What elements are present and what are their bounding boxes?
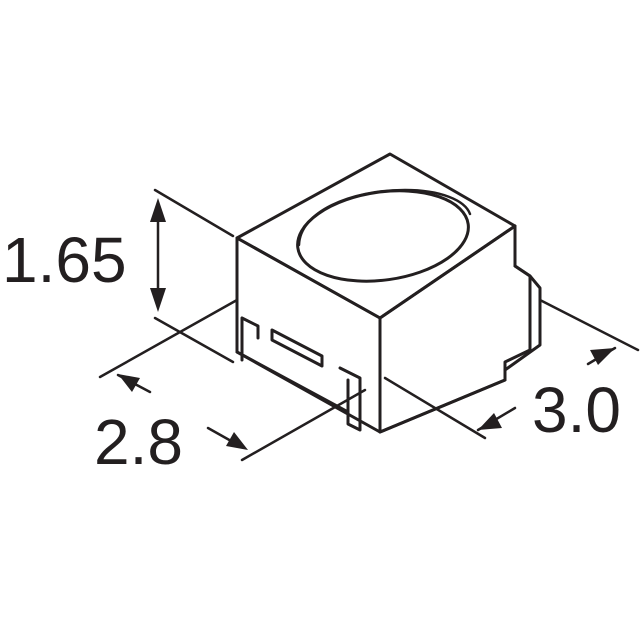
height-ext-bottom	[153, 316, 235, 364]
height-label: 1.65	[2, 224, 127, 296]
depth-dimension: 3.0	[383, 298, 640, 446]
depth-ext-far	[538, 298, 640, 352]
depth-ext-near	[383, 376, 487, 440]
height-ext-top	[153, 188, 235, 238]
depth-arrow-far	[590, 348, 615, 365]
terminal-middle	[270, 328, 324, 368]
end-cap	[503, 264, 542, 372]
width-dimension: 2.8	[94, 298, 367, 478]
package-body	[235, 152, 542, 434]
top-face	[235, 152, 517, 320]
width-label: 2.8	[94, 406, 183, 478]
width-ext-left	[98, 298, 239, 379]
terminal-right	[338, 366, 362, 432]
lens-rim	[297, 188, 472, 247]
height-arrow-up	[150, 198, 166, 222]
depth-arrow-near	[478, 413, 502, 430]
depth-label: 3.0	[532, 374, 621, 446]
height-arrow-down	[150, 288, 166, 312]
width-arrow-right	[226, 432, 248, 450]
terminal-left	[240, 316, 260, 362]
width-arrow-left	[118, 374, 140, 392]
width-ext-right	[240, 388, 367, 462]
height-dimension: 1.65	[2, 188, 235, 364]
base-edge	[235, 350, 507, 434]
